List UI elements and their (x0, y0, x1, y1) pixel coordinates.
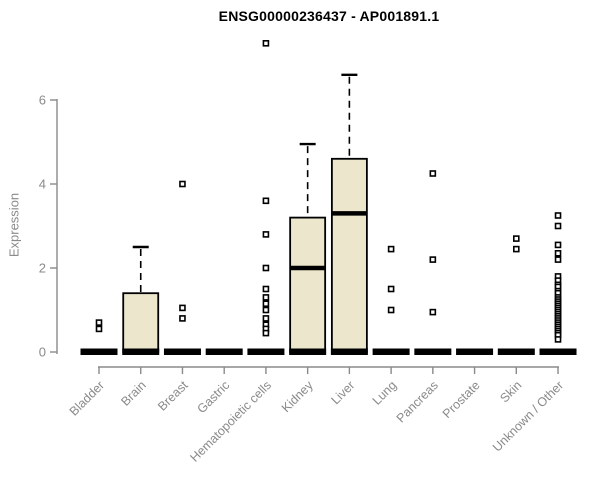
y-tick-label: 0 (39, 345, 46, 360)
outlier-point (262, 315, 270, 322)
outlier-point (429, 256, 437, 263)
box (122, 292, 160, 353)
outlier-point (179, 315, 186, 322)
outlier-point (262, 300, 270, 308)
zero-median-bar (539, 348, 577, 355)
x-tick-label: Hematopoietic cells (187, 378, 274, 465)
outlier-point (262, 197, 270, 205)
box (289, 216, 327, 353)
outlier-point (554, 222, 562, 230)
outlier-point (179, 304, 186, 312)
zero-median-bar (289, 348, 327, 355)
outlier-point (554, 256, 562, 263)
zero-median-bar (456, 348, 494, 355)
outlier-point (387, 245, 395, 253)
y-tick-label: 2 (39, 261, 46, 276)
outlier-point (262, 264, 270, 272)
x-tick-label: Pancreas (394, 378, 441, 425)
zero-median-bar (122, 348, 160, 355)
x-tick-label: Gastric (194, 378, 232, 416)
chart-title: ENSG00000236437 - AP001891.1 (218, 8, 440, 24)
outlier-point (429, 170, 437, 177)
box (330, 157, 368, 353)
zero-median-bar (247, 348, 285, 355)
outlier-point (262, 306, 270, 314)
x-tick-label: Skin (497, 378, 524, 405)
zero-median-bar (497, 348, 535, 355)
y-tick-label: 4 (39, 177, 46, 192)
outlier-point (262, 285, 270, 293)
outlier-point (262, 39, 270, 47)
zero-median-bar (80, 348, 118, 355)
outlier-point (429, 308, 437, 316)
outlier-point (512, 245, 520, 253)
x-tick-label: Liver (328, 378, 357, 407)
x-tick-label: Breast (155, 378, 191, 414)
zero-median-bar (163, 348, 201, 355)
outlier-point (179, 180, 186, 188)
outlier-point (387, 285, 395, 293)
outlier-point (262, 329, 270, 337)
x-tick-label: Bladder (67, 378, 107, 418)
outlier-point (95, 319, 103, 326)
zero-median-bar (330, 348, 368, 355)
x-tick-label: Prostate (440, 378, 483, 421)
x-tick-label: Unknown / Other (490, 378, 566, 454)
outlier-point (512, 235, 520, 242)
outlier-point (554, 241, 562, 249)
outlier-point (387, 306, 395, 314)
y-tick-label: 6 (39, 93, 46, 108)
x-tick-label: Kidney (279, 378, 316, 415)
outlier-point (554, 250, 562, 257)
outlier-point (262, 231, 270, 238)
x-tick-label: Brain (118, 378, 149, 409)
zero-median-bar (205, 348, 243, 355)
x-tick-label: Lung (370, 378, 400, 408)
outlier-point (554, 212, 562, 219)
outlier-point (554, 336, 562, 343)
outlier-point (262, 294, 270, 301)
outlier-point (95, 325, 103, 333)
zero-median-bar (414, 348, 452, 355)
zero-median-bar (372, 348, 410, 355)
